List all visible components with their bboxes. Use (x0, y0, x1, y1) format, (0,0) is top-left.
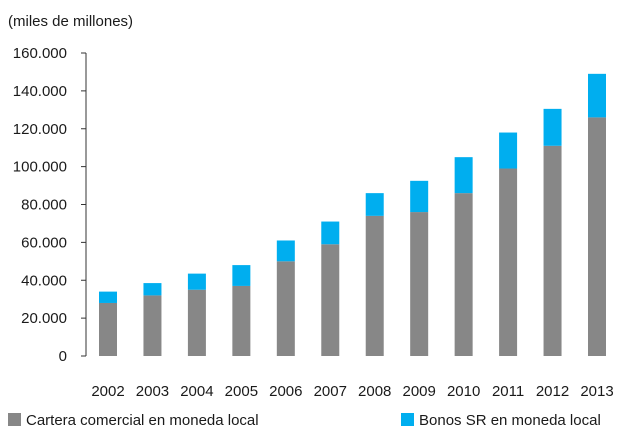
x-tick-label: 2007 (314, 383, 347, 400)
x-tick-label: 2003 (136, 383, 169, 400)
y-tick-label: 120.000 (13, 121, 67, 138)
x-tick-label: 2006 (269, 383, 302, 400)
y-tick-label: 140.000 (13, 83, 67, 100)
bar-cartera-comercial (499, 168, 518, 356)
bar-bonos-sr (454, 157, 473, 194)
x-tick-label: 2010 (447, 383, 480, 400)
bar-cartera-comercial (543, 145, 562, 356)
x-tick-label: 2011 (492, 383, 524, 400)
y-tick-label: 0 (59, 348, 67, 365)
bar-cartera-comercial (588, 117, 606, 356)
x-tick-label: 2013 (580, 383, 613, 400)
x-tick-label: 2005 (225, 383, 258, 400)
unit-label: (miles de millones) (8, 13, 133, 30)
bar-cartera-comercial (232, 285, 251, 356)
legend-label: Bonos SR en moneda local (419, 412, 601, 429)
y-tick-label: 40.000 (21, 272, 67, 289)
bar-bonos-sr (99, 291, 117, 303)
bar-cartera-comercial (187, 289, 206, 356)
bar-cartera-comercial (321, 244, 340, 356)
x-tick-label: 2004 (180, 383, 213, 400)
bar-cartera-comercial (143, 295, 162, 356)
bar-cartera-comercial (99, 302, 117, 356)
legend: Cartera comercial en moneda local Bonos S… (8, 412, 601, 429)
bar-bonos-sr (410, 180, 429, 213)
bars (99, 73, 606, 356)
bar-cartera-comercial (454, 193, 473, 356)
y-tick-label: 60.000 (21, 234, 67, 251)
y-tick-label: 100.000 (13, 159, 67, 176)
legend-label: Cartera comercial en moneda local (26, 412, 259, 429)
bar-bonos-sr (588, 73, 606, 118)
bar-bonos-sr (543, 108, 562, 146)
x-tick-label: 2012 (536, 383, 569, 400)
bar-bonos-sr (187, 273, 206, 290)
bar-bonos-sr (365, 193, 384, 216)
y-tick-label: 160.000 (13, 45, 67, 62)
bar-bonos-sr (499, 132, 518, 169)
legend-swatch (8, 413, 21, 426)
y-axis: 0 20.000 40.000 60.000 80.000 100.000 120.000 1… (13, 45, 87, 365)
bar-bonos-sr (143, 283, 162, 296)
y-tick-label: 20.000 (21, 310, 67, 327)
bar-bonos-sr (321, 221, 340, 245)
bar-cartera-comercial (365, 215, 384, 356)
x-tick-label: 2009 (402, 383, 435, 400)
x-tick-label: 2008 (358, 383, 391, 400)
x-axis: 2002 2003 2004 2005 2006 2007 2008 2009 2010 2011… (91, 383, 613, 400)
y-tick-label: 80.000 (21, 197, 67, 214)
bar-bonos-sr (232, 265, 251, 286)
bar-bonos-sr (276, 240, 295, 262)
legend-swatch (401, 413, 414, 426)
bar-cartera-comercial (410, 212, 429, 356)
bar-cartera-comercial (276, 261, 295, 356)
x-tick-label: 2002 (91, 383, 124, 400)
